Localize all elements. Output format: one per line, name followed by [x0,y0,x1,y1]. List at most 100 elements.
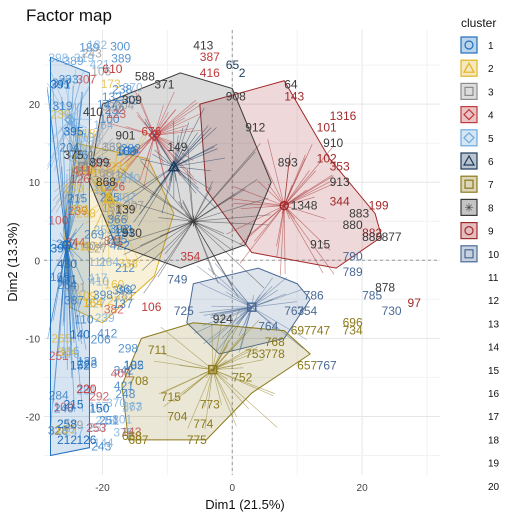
star-line [193,214,271,222]
point-label: 143 [284,89,304,103]
point-label-filler: 422 [110,239,130,253]
center-marker-3 [78,161,88,172]
star-line [64,75,71,120]
point-label-filler: 318 [76,126,96,140]
point-label-filler: 266 [93,180,113,194]
star-line [66,215,73,245]
star-line [126,220,194,242]
star-line [143,135,155,188]
point-label-filler: 404 [83,239,103,253]
point-label-filler: 382 [104,302,124,316]
point-label: 747 [310,323,330,337]
legend-item-20: 20 [488,482,500,493]
point-label: 65 [226,58,240,72]
point-label: 754 [297,304,317,318]
star-line [69,119,96,153]
point-label: 140 [70,327,90,341]
star-line [173,148,218,167]
point-label: 764 [258,320,278,334]
star-line [212,313,224,370]
star-line [283,146,333,206]
point-label-filler: 131 [89,154,109,168]
star-line [152,153,175,167]
point-label: 309 [122,93,142,107]
star-line [251,293,286,308]
point-label-filler: 130 [63,182,83,196]
point-label-filler: 343 [118,94,138,108]
point-label-filler: 107 [89,400,109,414]
star-line [251,277,273,308]
center-marker-8: ✳ [187,213,199,229]
point-label-filler: 268 [76,206,96,220]
point-label-filler: 160 [55,422,75,436]
point-label: 899 [89,156,109,170]
point-label-filler: 344 [114,169,134,183]
star-line [63,156,84,167]
point-label-filler: 101 [114,222,134,236]
point-label-filler: 144 [94,436,114,450]
point-label: 353 [330,160,350,174]
point-label: 375 [63,148,83,162]
star-line [283,144,313,206]
star-line [144,118,175,167]
star-line [212,369,238,418]
legend-item-10: 10 [460,245,500,263]
point-label-filler: 211 [103,167,122,181]
legend-key-marker [464,226,474,236]
point-label: 212 [57,433,77,447]
point-label-filler: 304 [114,98,134,112]
point-label: 344 [330,195,350,209]
star-line [212,367,244,370]
point-label: 2 [239,66,246,80]
point-label-filler: 373 [89,162,109,176]
point-label-filler: 398 [48,51,68,65]
point-label-filler: 112 [79,240,98,254]
star-line [193,186,213,222]
point-label-filler: 248 [115,387,135,401]
point-label-filler: 227 [87,241,107,255]
center-marker-9 [279,200,289,211]
legend-key-marker: ✳ [464,202,473,214]
point-label: 416 [200,66,220,80]
star-line [184,212,194,222]
point-label-filler: 328 [48,424,68,438]
point-label-filler: 376 [60,347,80,361]
star-line [108,197,139,213]
star-line [283,205,286,275]
point-label: 220 [76,382,96,396]
point-label: 150 [89,402,109,416]
star-line [187,145,194,222]
point-label: 711 [148,343,167,357]
star-line [108,197,127,210]
star-line [154,91,175,136]
point-label: 101 [317,120,337,134]
point-label-filler: 421 [90,58,110,72]
star-line [66,244,85,284]
star-line [283,154,291,206]
star-line [257,180,285,206]
star-line [140,220,194,246]
star-line [50,70,71,120]
point-label-filler: 417 [88,271,108,285]
star-line [235,306,252,324]
x-tick-label: 20 [357,483,369,494]
star-line [284,205,326,219]
star-line [82,166,114,212]
star-line [160,326,214,370]
x-axis-label: Dim1 (21.5%) [205,497,284,512]
point-label-filler: 281 [115,289,135,303]
star-line [193,220,247,248]
star-line [62,244,68,326]
star-line [203,306,252,345]
star-line [193,220,235,252]
point-label-filler: 387 [64,293,84,307]
star-line [104,197,110,245]
point-label: 915 [310,238,330,252]
point-label: 767 [317,359,337,373]
point-label: 930 [122,226,142,240]
legend-item-2: 2 [460,59,494,77]
star-line [233,186,285,206]
star-line [141,221,194,271]
point-label: 913 [330,175,350,189]
point-label-filler: 212 [115,261,135,275]
